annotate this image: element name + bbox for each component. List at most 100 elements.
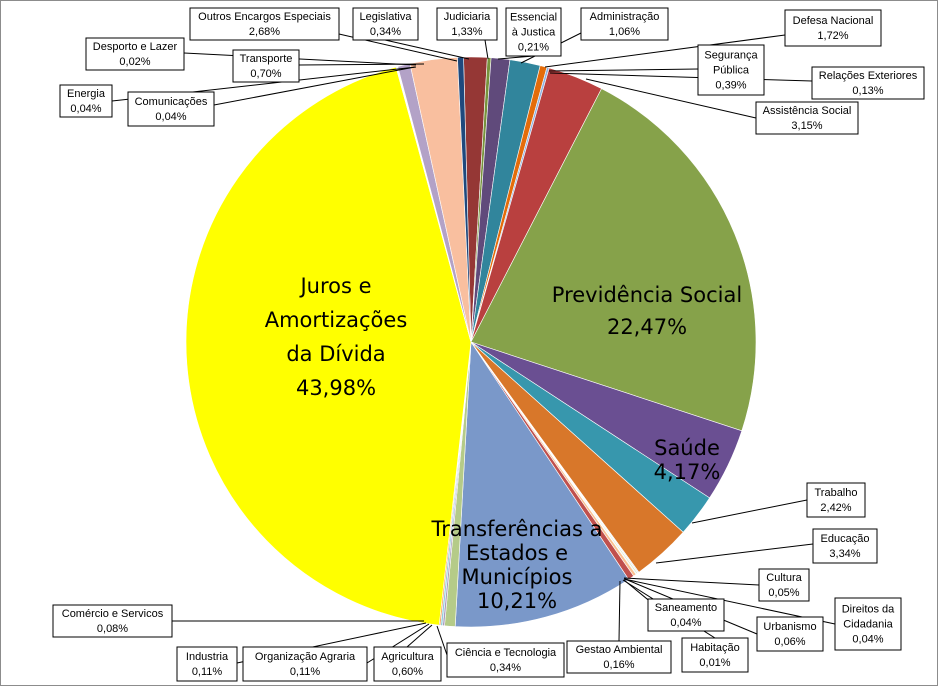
inside-label-juros-e: Juros e Amortizações da Dívida 43,98%	[265, 274, 408, 400]
leader-line	[298, 63, 425, 66]
data-label: 0,04%	[155, 111, 186, 123]
callout-comunicacoes: Comunicações 0,04%	[127, 91, 215, 127]
data-label: 0,06%	[774, 636, 805, 648]
leader-line	[406, 624, 433, 648]
callout-box	[811, 66, 925, 100]
leader-line	[384, 39, 470, 60]
data-label: 2,42%	[820, 502, 851, 514]
callout-name: Assistência Social	[763, 105, 852, 117]
callout-box	[647, 598, 725, 632]
callout-name: Gestao Ambiental	[576, 644, 663, 656]
callout-labels: Outros Encargos Especiais 2,68% Legislativ…	[52, 7, 925, 682]
callout-box	[505, 7, 562, 57]
callout-box	[232, 49, 300, 83]
callout-name: Energia	[67, 88, 106, 100]
callout-box	[52, 604, 173, 638]
callout-box	[681, 637, 749, 673]
callout-assistencia-social: Assistência Social 3,15%	[755, 101, 859, 135]
data-label: 1,06%	[609, 26, 640, 38]
slice-juros-e-amortizacoes-da-divida	[185, 66, 472, 626]
data-label: 22,47%	[607, 315, 687, 339]
callout-box	[812, 528, 878, 564]
callout-name: Comércio e Servicos	[62, 608, 164, 620]
data-label: 0,70%	[250, 68, 281, 80]
leader-line	[623, 577, 760, 586]
callout-box	[242, 646, 368, 682]
leader-line	[544, 34, 786, 68]
callout-essencial-a-justica: Essencial à Justica 0,21%	[505, 7, 562, 57]
callout-energia: Energia 0,04%	[59, 84, 113, 118]
data-label: 0,13%	[852, 85, 883, 97]
data-label: 1,72%	[817, 30, 848, 42]
callout-seguranca-publica: Segurança Pública 0,39%	[697, 44, 765, 96]
callout-outros-encargos-especiais: Outros Encargos Especiais 2,68%	[189, 7, 340, 41]
leader-line	[549, 72, 813, 82]
slice-name: Saúde	[654, 436, 720, 460]
callout-administracao: Administração 1,06%	[580, 7, 669, 41]
callout-box	[806, 482, 866, 518]
leader-line	[183, 52, 417, 66]
data-label: 0,34%	[370, 26, 401, 38]
data-label: 3,34%	[829, 548, 860, 560]
callout-name: Ciência e Tecnologia	[455, 647, 557, 659]
callout-box	[834, 597, 902, 651]
inside-labels: Juros e Amortizações da Dívida 43,98% Previd…	[265, 274, 742, 613]
data-label: 4,17%	[654, 460, 721, 484]
slice-name: da Dívida	[286, 342, 385, 366]
callout-name: Transporte	[240, 53, 293, 65]
callout-box	[758, 568, 810, 602]
callout-box	[176, 646, 238, 682]
data-label: 0,04%	[670, 617, 701, 629]
data-label: 0,11%	[192, 666, 223, 678]
data-label: 0,08%	[97, 623, 128, 635]
callout-comercio-e-servicos: Comércio e Servicos 0,08%	[52, 604, 173, 638]
slice-transferencias-a-estados-e-municipios	[454, 341, 630, 628]
callout-name: Trabalho	[814, 487, 857, 499]
data-label: 0,21%	[518, 42, 549, 54]
callout-urbanismo: Urbanismo 0,06%	[756, 616, 824, 652]
callout-box	[85, 37, 185, 71]
callout-box	[352, 7, 419, 41]
callout-direitos-da-cidadania: Direitos da Cidadania 0,04%	[834, 597, 902, 651]
callout-name: Defesa Nacional	[793, 15, 874, 27]
callout-box	[446, 642, 565, 678]
slice-name: Transferências a	[431, 517, 603, 541]
data-label: 43,98%	[296, 376, 376, 400]
data-label: 3,15%	[791, 120, 822, 132]
leader-line	[618, 580, 621, 642]
inside-label-previdencia-social: Previdência Social 22,47%	[552, 283, 742, 339]
callout-defesa-nacional: Defesa Nacional 1,72%	[784, 9, 882, 47]
callout-desporto-e-lazer: Desporto e Lazer 0,02%	[85, 37, 185, 71]
callout-agricultura: Agricultura 0,60%	[373, 646, 442, 682]
slice-name: Municípios	[462, 565, 573, 589]
callout-box	[755, 101, 859, 135]
slice-name: Amortizações	[265, 308, 408, 332]
callout-educacao: Educação 3,34%	[812, 528, 878, 564]
callout-organizacao-agraria: Organização Agraria 0,11%	[242, 646, 368, 682]
leader-line	[691, 499, 808, 524]
data-label: 1,33%	[451, 26, 482, 38]
callout-name: Cidadania	[843, 619, 893, 631]
callout-judiciaria: Judiciaria 1,33%	[436, 7, 498, 41]
callout-box	[127, 91, 215, 127]
callout-ciencia-e-tecnologia: Ciência e Tecnologia 0,34%	[446, 642, 565, 678]
slice-previdencia-social	[470, 88, 757, 432]
callout-box	[436, 7, 498, 41]
leader-line	[548, 68, 699, 72]
callout-name: Cultura	[766, 572, 802, 584]
callout-name: Educação	[821, 533, 870, 545]
callout-name: Outros Encargos Especiais	[198, 11, 331, 23]
data-label: 0,01%	[699, 657, 730, 669]
callout-saneamento: Saneamento 0,04%	[647, 598, 725, 632]
callout-name: Habitação	[690, 642, 740, 654]
pie-slices	[185, 56, 757, 628]
leader-line	[655, 543, 814, 564]
data-label: 0,11%	[290, 666, 321, 678]
callout-name: Industria	[186, 651, 229, 663]
callout-box	[784, 9, 882, 47]
slice-name: Estados e	[466, 541, 568, 565]
leader-line	[484, 39, 489, 60]
leader-line	[436, 625, 448, 656]
